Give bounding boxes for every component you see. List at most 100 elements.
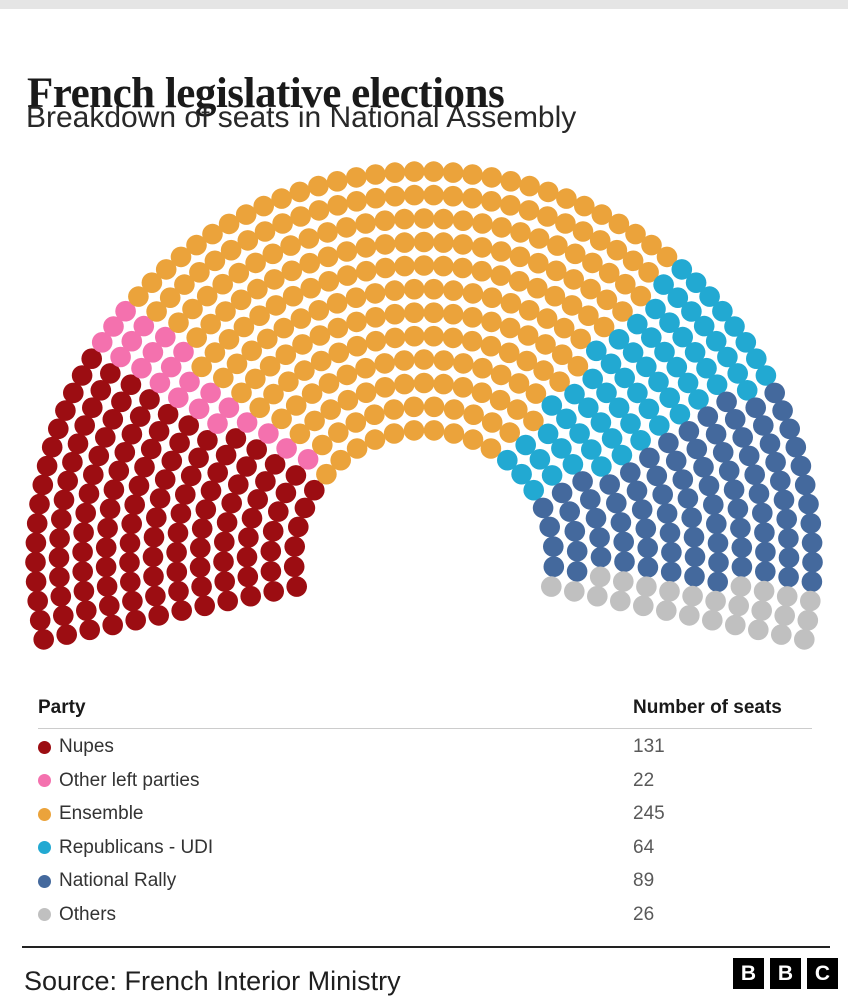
- table-row: Ensemble 245: [38, 796, 812, 830]
- seat-dot: [598, 262, 620, 284]
- seat-dot: [355, 260, 377, 282]
- seat-dot: [213, 367, 234, 389]
- seat-dot: [149, 372, 171, 394]
- seat-dot: [778, 566, 799, 588]
- seat-dot: [681, 507, 702, 528]
- seat-dot: [490, 241, 512, 262]
- seat-dot: [157, 403, 179, 425]
- seat-dot: [215, 301, 236, 322]
- seat-dot: [204, 342, 226, 363]
- seat-dot: [365, 164, 386, 185]
- seat-dot: [195, 499, 217, 520]
- seat-dot: [753, 415, 774, 436]
- seat-count: 89: [633, 870, 655, 892]
- seat-dot: [218, 213, 240, 235]
- seat-dot: [443, 280, 464, 301]
- top-divider: [0, 0, 848, 9]
- seat-dot: [365, 307, 386, 328]
- seat-dot: [685, 272, 707, 293]
- seat-dot: [625, 223, 646, 245]
- seat-dot: [245, 252, 266, 274]
- seat-dot: [564, 520, 586, 542]
- seat-dot: [161, 450, 183, 472]
- seat-dot: [283, 556, 305, 577]
- seat-dot: [615, 273, 636, 295]
- seat-dot: [636, 356, 657, 378]
- seat-dot: [308, 175, 329, 197]
- seat-dot: [572, 471, 593, 492]
- seat-dot: [346, 167, 367, 188]
- seat-dot: [706, 374, 728, 395]
- seat-dot: [103, 479, 125, 501]
- seat-dot: [423, 184, 445, 206]
- seat-dot: [169, 432, 190, 454]
- seat-dot: [589, 527, 610, 548]
- seat-dot: [383, 423, 405, 444]
- seat-dot: [207, 413, 228, 434]
- seat-dot: [606, 239, 628, 261]
- seat-dot: [134, 456, 155, 478]
- seat-dot: [637, 557, 659, 578]
- legend-table: Party Number of seats Nupes 131 Other left…: [38, 694, 812, 931]
- seat-dot: [29, 610, 51, 631]
- seat-dot: [518, 200, 540, 221]
- seat-dot: [587, 585, 608, 607]
- parliament-seats-svg: [25, 161, 823, 650]
- seat-dot: [646, 465, 668, 487]
- seat-dot: [173, 341, 194, 363]
- seat-dot: [627, 382, 648, 404]
- seat-dot: [326, 293, 348, 314]
- seat-dot: [121, 513, 142, 535]
- seat-dot: [189, 557, 211, 578]
- seat-dot: [73, 522, 94, 543]
- seat-dot: [549, 371, 570, 392]
- seat-dot: [53, 605, 74, 626]
- seat-dot: [140, 438, 162, 460]
- seat-dot: [364, 283, 386, 304]
- seat-dot: [614, 551, 635, 572]
- seat-dot: [154, 469, 176, 490]
- seat-dot: [525, 383, 547, 404]
- seat-dot: [131, 357, 152, 379]
- seat-dot: [656, 600, 677, 621]
- seat-dot: [260, 540, 282, 562]
- seat-dot: [318, 373, 340, 394]
- seat-dot: [413, 231, 435, 253]
- seat-dot: [394, 232, 415, 253]
- seat-dot: [489, 389, 511, 411]
- seat-dot: [200, 480, 222, 502]
- seat-dot: [718, 460, 740, 482]
- seat-dot: [771, 624, 792, 645]
- seat-dot: [631, 499, 653, 520]
- seat-dot: [731, 537, 753, 558]
- bbc-logo: B B C: [733, 958, 838, 989]
- seat-dot: [374, 377, 396, 398]
- party-color-dot: [38, 841, 51, 855]
- seat-dot: [155, 326, 176, 348]
- seat-dot: [752, 502, 773, 524]
- seat-dot: [246, 439, 267, 460]
- seat-dot: [355, 213, 376, 234]
- seat-dot: [754, 522, 775, 543]
- seat-dot: [249, 397, 270, 418]
- seat-dot: [452, 377, 474, 398]
- seat-dot: [298, 228, 320, 249]
- seat-dot: [271, 408, 292, 430]
- seat-dot: [481, 167, 503, 188]
- seat-dot: [174, 274, 195, 295]
- seat-dot: [511, 463, 532, 485]
- seat-dot: [591, 204, 613, 225]
- seat-dot: [724, 316, 745, 337]
- seat-dot: [301, 383, 323, 404]
- seat-dot: [249, 305, 270, 326]
- seat-dot: [751, 600, 772, 621]
- seat-dot: [639, 447, 660, 469]
- seat-dot: [290, 308, 312, 329]
- seat-dot: [744, 464, 765, 486]
- seat-dot: [221, 492, 242, 514]
- seat-dot: [551, 482, 573, 504]
- seat-dot: [255, 471, 276, 492]
- seat-dot: [778, 547, 800, 568]
- seat-dot: [712, 300, 733, 322]
- seat-dot: [167, 522, 189, 544]
